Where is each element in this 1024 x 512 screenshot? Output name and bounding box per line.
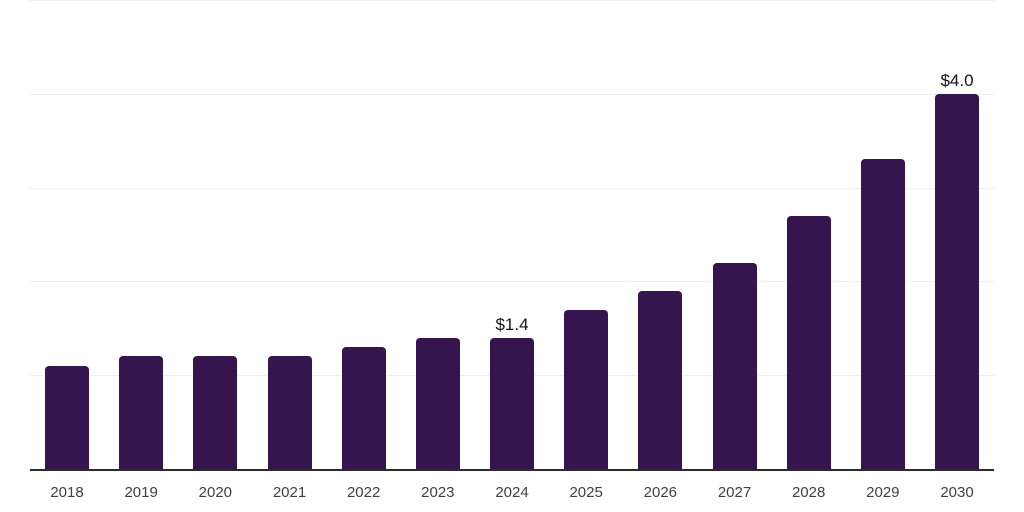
x-tick-label-2022: 2022 xyxy=(346,484,381,501)
x-tick-label-2028: 2028 xyxy=(791,484,826,501)
bar-2023 xyxy=(416,338,460,469)
bar-value-label-2030: $4.0 xyxy=(940,71,974,90)
bar-2019 xyxy=(119,356,163,469)
bar-2022 xyxy=(342,347,386,469)
x-tick-label-2018: 2018 xyxy=(50,484,84,501)
bar-2027 xyxy=(713,263,757,469)
bar-2020 xyxy=(193,356,237,469)
bar-value-label-2024: $1.4 xyxy=(495,315,529,334)
bar-2021 xyxy=(268,356,312,469)
gridline-2 xyxy=(30,281,994,282)
x-tick-label-2019: 2019 xyxy=(124,484,158,501)
x-tick-label-2027: 2027 xyxy=(717,484,752,501)
bar-2029 xyxy=(861,159,905,469)
bar-2025 xyxy=(564,310,608,469)
x-axis-line xyxy=(30,469,994,471)
gridline-3 xyxy=(30,188,994,189)
x-tick-label-2026: 2026 xyxy=(643,484,678,501)
gridline-5 xyxy=(30,0,994,1)
bar-2026 xyxy=(638,291,682,469)
x-tick-label-2025: 2025 xyxy=(569,484,603,501)
bar-2030 xyxy=(935,94,979,469)
bar-2018 xyxy=(45,366,89,469)
x-tick-label-2023: 2023 xyxy=(421,484,455,501)
bar-2028 xyxy=(787,216,831,469)
x-tick-label-2021: 2021 xyxy=(272,484,307,501)
x-tick-label-2024: 2024 xyxy=(495,484,529,501)
x-tick-label-2020: 2020 xyxy=(198,484,233,501)
x-tick-label-2029: 2029 xyxy=(866,484,900,501)
x-tick-label-2030: 2030 xyxy=(940,484,974,501)
gridline-4 xyxy=(30,94,994,95)
bar-2024 xyxy=(490,338,534,469)
